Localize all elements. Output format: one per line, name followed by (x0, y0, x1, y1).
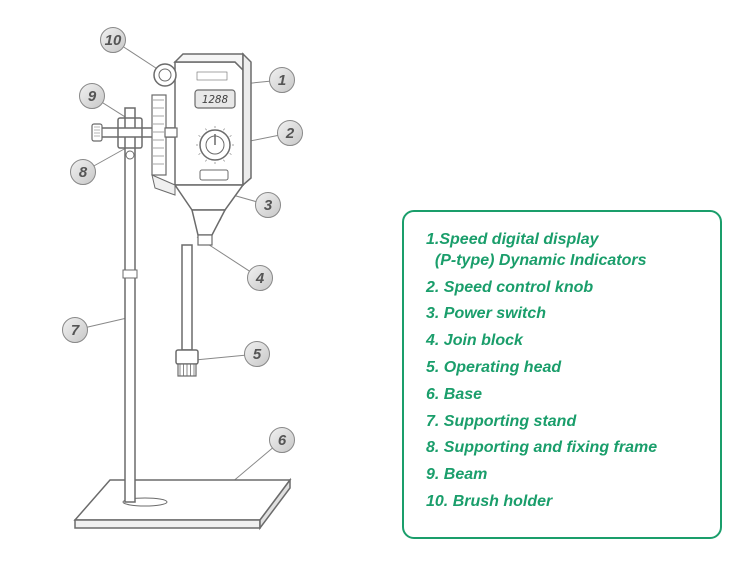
legend-item-9: 9. Beam (426, 465, 698, 486)
legend-item-6: 6. Base (426, 385, 698, 406)
legend-item-4: 4. Join block (426, 331, 698, 352)
diagram-area: 1288 1 2 3 4 5 6 7 8 9 10 (0, 0, 390, 585)
callout-3: 3 (255, 192, 281, 218)
legend-item-1: 1.Speed digital display (P-type) Dynamic… (426, 230, 698, 272)
callout-6: 6 (269, 427, 295, 453)
callout-2: 2 (277, 120, 303, 146)
legend-box: 1.Speed digital display (P-type) Dynamic… (402, 210, 722, 539)
callout-9: 9 (79, 83, 105, 109)
callout-4: 4 (247, 265, 273, 291)
callout-10: 10 (100, 27, 126, 53)
svg-text:1288: 1288 (202, 93, 229, 106)
callout-1: 1 (269, 67, 295, 93)
callout-7: 7 (62, 317, 88, 343)
callout-5: 5 (244, 341, 270, 367)
legend-item-3: 3. Power switch (426, 304, 698, 325)
legend-item-7: 7. Supporting stand (426, 412, 698, 433)
legend-item-10: 10. Brush holder (426, 492, 698, 513)
legend-item-8: 8. Supporting and fixing frame (426, 438, 698, 459)
callout-8: 8 (70, 159, 96, 185)
legend-item-5: 5. Operating head (426, 358, 698, 379)
legend-item-2: 2. Speed control knob (426, 278, 698, 299)
device-svg: 1288 (0, 0, 390, 585)
